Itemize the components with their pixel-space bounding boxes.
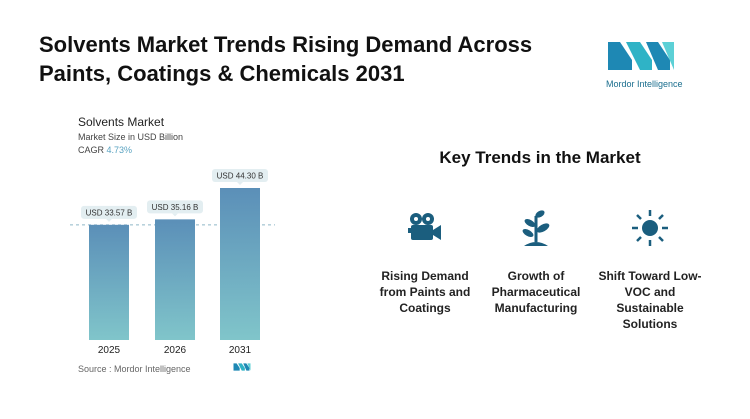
x-tick-label: 2025 bbox=[98, 345, 121, 356]
chart-header: Solvents Market Market Size in USD Billi… bbox=[78, 115, 183, 155]
bar-chart: USD 33.57 B 2025 USD 35.16 B 2026 USD 44.30 … bbox=[70, 169, 275, 356]
bar-2031 bbox=[220, 188, 260, 340]
key-trends-title: Key Trends in the Market bbox=[439, 148, 641, 167]
x-tick-label: 2031 bbox=[229, 345, 252, 356]
trend-label: Rising Demand from Paints and Coatings bbox=[379, 269, 471, 315]
data-label-pointer bbox=[237, 182, 243, 185]
cagr-value: 4.73% bbox=[106, 145, 133, 155]
trend-item: Rising Demand from Paints and Coatings bbox=[370, 208, 480, 316]
mordor-logo-icon bbox=[608, 42, 674, 70]
data-label: USD 33.57 B bbox=[86, 208, 133, 217]
logo-text: Mordor Intelligence bbox=[606, 79, 683, 89]
film-camera-icon bbox=[408, 213, 441, 240]
chart-source: Source : Mordor Intelligence bbox=[78, 364, 191, 374]
page-title: Solvents Market Trends Rising Demand Acr… bbox=[39, 32, 533, 86]
trend-label: Shift Toward Low-VOC and Sustainable Sol… bbox=[598, 269, 702, 331]
cagr-label: CAGR bbox=[78, 145, 105, 155]
data-label-pointer bbox=[106, 218, 112, 222]
bar-2026 bbox=[155, 219, 195, 340]
data-label: USD 35.16 B bbox=[152, 203, 199, 212]
data-label-box bbox=[81, 205, 137, 219]
plant-icon bbox=[522, 210, 550, 246]
trend-item: Shift Toward Low-VOC and Sustainable Sol… bbox=[595, 208, 705, 332]
data-label: USD 44.30 B bbox=[217, 172, 264, 181]
data-label-box bbox=[212, 169, 268, 182]
brand-logo: Mordor Intelligence bbox=[606, 40, 683, 89]
data-label-box bbox=[147, 200, 203, 214]
x-tick-label: 2026 bbox=[164, 345, 187, 356]
chart-title: Solvents Market bbox=[78, 115, 165, 129]
chart-subtitle: Market Size in USD Billion bbox=[78, 132, 184, 142]
data-label-pointer bbox=[172, 213, 178, 217]
trend-label: Growth of Pharmaceutical Manufacturing bbox=[491, 269, 581, 315]
source-logo-icon bbox=[233, 363, 251, 371]
sun-icon bbox=[632, 210, 668, 246]
cagr: CAGR 4.73% bbox=[78, 145, 183, 155]
trend-item: Growth of Pharmaceutical Manufacturing bbox=[481, 208, 591, 316]
bar-2025 bbox=[89, 224, 129, 340]
